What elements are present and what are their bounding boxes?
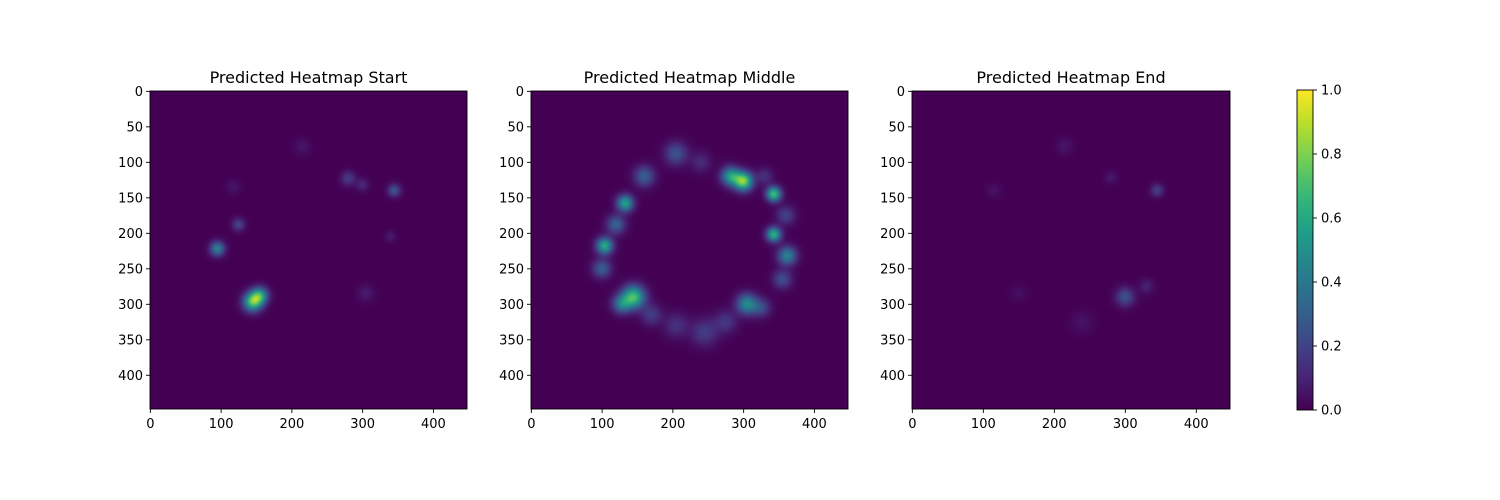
x-tick-label: 0: [908, 417, 916, 432]
x-tick-label: 100: [590, 417, 615, 432]
x-axis-start: 0 100 200 300 400: [146, 409, 446, 432]
x-tick-label: 0: [146, 417, 154, 432]
panel-title-start: Predicted Heatmap Start: [210, 68, 408, 87]
colorbar-tick-label: 0.6: [1321, 212, 1342, 227]
y-tick-label: 250: [499, 262, 524, 277]
heatmap-image-middle: [531, 91, 848, 409]
y-tick-label: 300: [880, 298, 905, 313]
y-tick-label: 400: [499, 369, 524, 384]
x-tick-label: 400: [421, 417, 446, 432]
plot-frame-start: [149, 90, 468, 410]
plot-frame-middle: [530, 90, 849, 410]
y-tick-label: 200: [499, 227, 524, 242]
x-axis-end: 0 100 200 300 400: [908, 409, 1209, 432]
colorbar-tick-label: 0.2: [1321, 340, 1342, 355]
x-tick-label: 300: [731, 417, 756, 432]
colorbar-tick-label: 1.0: [1321, 84, 1342, 99]
x-tick-label: 300: [350, 417, 375, 432]
colorbar-ticks: 0.0 0.2 0.4 0.6 0.8 1.0: [1313, 84, 1342, 419]
y-axis-start: 0 50 100 150 200 250 300 350 400: [118, 85, 150, 384]
y-tick-label: 400: [118, 369, 143, 384]
y-tick-label: 50: [507, 120, 524, 135]
y-tick-label: 250: [880, 262, 905, 277]
y-tick-label: 0: [135, 85, 143, 100]
colorbar-tick-label: 0.8: [1321, 148, 1342, 163]
y-tick-label: 150: [499, 191, 524, 206]
x-tick-label: 200: [279, 417, 304, 432]
colorbar-tick-label: 0.0: [1321, 404, 1342, 419]
colorbar-tick-label: 0.4: [1321, 276, 1342, 291]
heatmap-panel-middle: Predicted Heatmap Middle 0 50 100 150 200 250…: [499, 68, 849, 432]
heatmap-image-end: [912, 91, 1230, 409]
x-tick-label: 0: [527, 417, 535, 432]
y-tick-label: 400: [880, 369, 905, 384]
y-tick-label: 250: [118, 262, 143, 277]
y-axis-end: 0 50 100 150 200 250 300 350 400: [880, 85, 912, 384]
colorbar: 0.0 0.2 0.4 0.6 0.8 1.0: [1296, 84, 1342, 419]
plot-frame-end: [911, 90, 1231, 410]
y-tick-label: 100: [499, 156, 524, 171]
y-tick-label: 150: [118, 191, 143, 206]
y-tick-label: 300: [499, 298, 524, 313]
x-tick-label: 400: [1184, 417, 1209, 432]
x-tick-label: 200: [1042, 417, 1067, 432]
y-tick-label: 50: [126, 120, 143, 135]
y-tick-label: 0: [516, 85, 524, 100]
y-tick-label: 100: [118, 156, 143, 171]
x-tick-label: 300: [1113, 417, 1138, 432]
y-tick-label: 0: [897, 85, 905, 100]
x-tick-label: 100: [971, 417, 996, 432]
y-tick-label: 300: [118, 298, 143, 313]
colorbar-gradient: [1296, 89, 1314, 411]
y-tick-label: 50: [888, 120, 905, 135]
y-tick-label: 100: [880, 156, 905, 171]
x-tick-label: 100: [209, 417, 234, 432]
x-tick-label: 400: [802, 417, 827, 432]
y-tick-label: 350: [118, 333, 143, 348]
panel-title-end: Predicted Heatmap End: [976, 68, 1165, 87]
heatmap-panel-start: Predicted Heatmap Start 0 50 100 150 200 250 3…: [118, 68, 468, 432]
y-tick-label: 200: [880, 227, 905, 242]
y-tick-label: 350: [499, 333, 524, 348]
y-tick-label: 150: [880, 191, 905, 206]
y-tick-label: 200: [118, 227, 143, 242]
y-tick-label: 350: [880, 333, 905, 348]
y-axis-middle: 0 50 100 150 200 250 300 350 400: [499, 85, 531, 384]
heatmap-panel-end: Predicted Heatmap End 0 50 100 150 200 250 300…: [880, 68, 1231, 432]
x-tick-label: 200: [660, 417, 685, 432]
x-axis-middle: 0 100 200 300 400: [527, 409, 827, 432]
heatmap-image-start: [150, 91, 467, 409]
panel-title-middle: Predicted Heatmap Middle: [584, 68, 796, 87]
